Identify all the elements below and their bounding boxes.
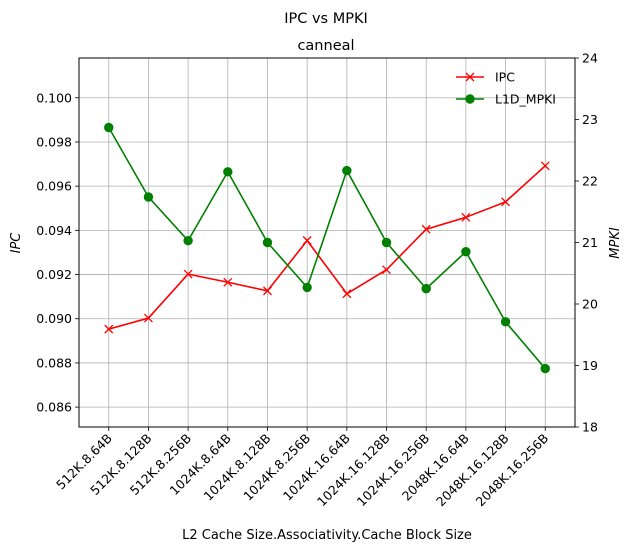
- ipc-data-point: [143, 313, 153, 323]
- y-right-tick-label: 19: [582, 358, 598, 373]
- y-left-tick-label: 0.096: [36, 179, 72, 194]
- plot-frame: [78, 57, 576, 428]
- legend-l1d-mpki-label: L1D_MPKI: [495, 92, 556, 107]
- y-left-tick-label: 0.100: [36, 90, 72, 105]
- plot-series: [104, 122, 550, 374]
- x-tick-label: 2048K.16.128B: [433, 431, 512, 510]
- legend-ipc-marker: [465, 72, 475, 82]
- l1d-mpki-data-point: [381, 237, 392, 248]
- ipc-data-point: [382, 265, 391, 275]
- y-left-tick-label: 0.094: [36, 223, 72, 238]
- ipc-data-point: [421, 224, 431, 234]
- ipc-data-point: [223, 277, 233, 287]
- ipc-data-point: [302, 236, 312, 245]
- ipc-data-point: [104, 324, 114, 334]
- y-right-tick-label: 22: [582, 174, 598, 189]
- l1d-mpki-data-point: [262, 237, 273, 248]
- x-tick-label: 1024K.16.128B: [314, 431, 393, 510]
- y-right-tick-label: 20: [582, 297, 598, 312]
- x-tick-label: 2048K.16.256B: [473, 431, 552, 510]
- l1d-mpki-data-point: [500, 317, 511, 327]
- ipc-data-point: [263, 286, 272, 296]
- l1d-mpki-data-point: [342, 165, 352, 176]
- chart-title: canneal: [297, 38, 354, 54]
- y-left-tick-label: 0.086: [36, 400, 72, 415]
- ipc-data-point: [183, 269, 193, 279]
- y-right-tick-label: 24: [582, 51, 598, 66]
- ipc-data-point: [342, 289, 352, 299]
- y-right-tick-label: 21: [582, 235, 598, 250]
- ipc-data-point: [461, 212, 471, 222]
- figure-suptitle: IPC vs MPKI: [284, 11, 368, 27]
- l1d-mpki-data-point: [461, 247, 471, 257]
- legend: IPC L1D_MPKI: [456, 70, 556, 107]
- l1d-mpki-data-point: [540, 363, 550, 374]
- y-axis-label-right: MPKI: [608, 227, 623, 259]
- axes: 512K.8.64B512K.8.128B512K.8.256B1024K.8.…: [36, 51, 598, 510]
- x-tick-label: 1024K.16.256B: [354, 431, 433, 510]
- l1d-mpki-data-point: [302, 282, 312, 293]
- y-right-tick-label: 18: [582, 420, 598, 435]
- y-right-tick-label: 23: [582, 112, 598, 127]
- y-left-tick-label: 0.092: [36, 267, 72, 282]
- legend-l1d-mpki-marker: [465, 94, 475, 104]
- y-axis-label-left: IPC: [9, 232, 24, 254]
- l1d-mpki-data-point: [104, 122, 114, 133]
- y-left-tick-label: 0.088: [36, 355, 72, 370]
- y-left-tick-label: 0.090: [36, 311, 72, 326]
- legend-ipc-label: IPC: [495, 70, 515, 85]
- ipc-data-point: [501, 197, 511, 207]
- l1d-mpki-data-point: [143, 192, 154, 202]
- y-left-tick-label: 0.098: [36, 134, 72, 149]
- l1d-mpki-series-line: [108, 127, 546, 370]
- grid: [79, 58, 575, 427]
- l1d-mpki-data-point: [183, 235, 193, 246]
- ipc-data-point: [540, 161, 550, 171]
- l1d-mpki-data-point: [223, 167, 233, 177]
- x-axis-label: L2 Cache Size.Associativity.Cache Block …: [182, 528, 472, 543]
- ipc-series-line: [108, 165, 546, 330]
- l1d-mpki-data-point: [421, 283, 431, 294]
